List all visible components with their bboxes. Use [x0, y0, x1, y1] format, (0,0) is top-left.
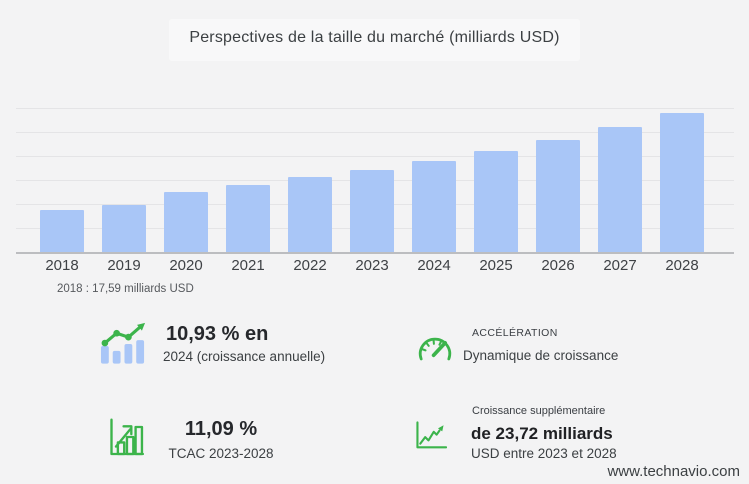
x-axis-label-2018: 2018 — [45, 257, 79, 274]
technavio-watermark: www.technavio.com — [607, 463, 740, 480]
x-axis-label-2021: 2021 — [231, 257, 265, 274]
bar-slot — [279, 108, 341, 252]
gridline — [16, 156, 734, 157]
x-axis-label-2026: 2026 — [541, 257, 575, 274]
bar-slot — [589, 108, 651, 252]
bar-2025 — [474, 151, 518, 252]
chart-title: Perspectives de la taille du marché (mil… — [169, 19, 580, 61]
x-axis-line — [16, 252, 734, 254]
incremental-growth-overline: Croissance supplémentaire — [472, 405, 606, 417]
acceleration-title: ACCÉLÉRATION — [472, 327, 558, 339]
bar-2027 — [598, 127, 642, 252]
x-axis-label-2027: 2027 — [603, 257, 637, 274]
x-axis-label-2022: 2022 — [293, 257, 327, 274]
bar-slot — [217, 108, 279, 252]
x-axis-label-2028: 2028 — [665, 257, 699, 274]
chart-title-wrap: Perspectives de la taille du marché (mil… — [0, 19, 749, 61]
bar-series — [31, 108, 713, 252]
bar-2018 — [40, 210, 84, 252]
bar-slot — [341, 108, 403, 252]
bar-2024 — [412, 161, 456, 252]
bar-slot — [31, 108, 93, 252]
gauge-icon — [418, 337, 452, 361]
x-axis-label-2024: 2024 — [417, 257, 451, 274]
bar-slot — [527, 108, 589, 252]
bar-slot — [465, 108, 527, 252]
x-axis-label-2019: 2019 — [107, 257, 141, 274]
incremental-growth-value: de 23,72 milliards — [471, 424, 613, 443]
bar-2019 — [102, 205, 146, 252]
bar-2022 — [288, 177, 332, 252]
bar-growth-icon — [110, 418, 145, 456]
bar-slot — [93, 108, 155, 252]
x-axis-label-2020: 2020 — [169, 257, 203, 274]
bar-trend-icon — [100, 322, 146, 364]
bar-2021 — [226, 185, 270, 252]
x-axis-label-2025: 2025 — [479, 257, 513, 274]
annual-growth-label: 2024 (croissance annuelle) — [163, 349, 326, 364]
incremental-growth-label: USD entre 2023 et 2028 — [471, 446, 617, 461]
line-growth-icon — [416, 421, 447, 449]
x-axis-labels: 2018 2019 2020 2021 2022 2023 2024 2025 2026 2027… — [16, 257, 734, 274]
bar-slot — [403, 108, 465, 252]
annual-growth-value: 10,93 % en — [166, 323, 269, 345]
acceleration-label: Dynamique de croissance — [463, 348, 619, 363]
gridline — [16, 108, 734, 109]
bar-slot — [651, 108, 713, 252]
bar-2023 — [350, 170, 394, 252]
bar-2028 — [660, 113, 704, 252]
bar-2026 — [536, 140, 580, 252]
cagr-label: TCAC 2023-2028 — [168, 446, 274, 461]
bar-2020 — [164, 192, 208, 252]
x-axis-label-2023: 2023 — [355, 257, 389, 274]
gridline — [16, 132, 734, 133]
cagr-value: 11,09 % — [184, 418, 258, 440]
bar-slot — [155, 108, 217, 252]
baseline-note: 2018 : 17,59 milliards USD — [57, 283, 194, 295]
bar-chart — [16, 108, 734, 254]
